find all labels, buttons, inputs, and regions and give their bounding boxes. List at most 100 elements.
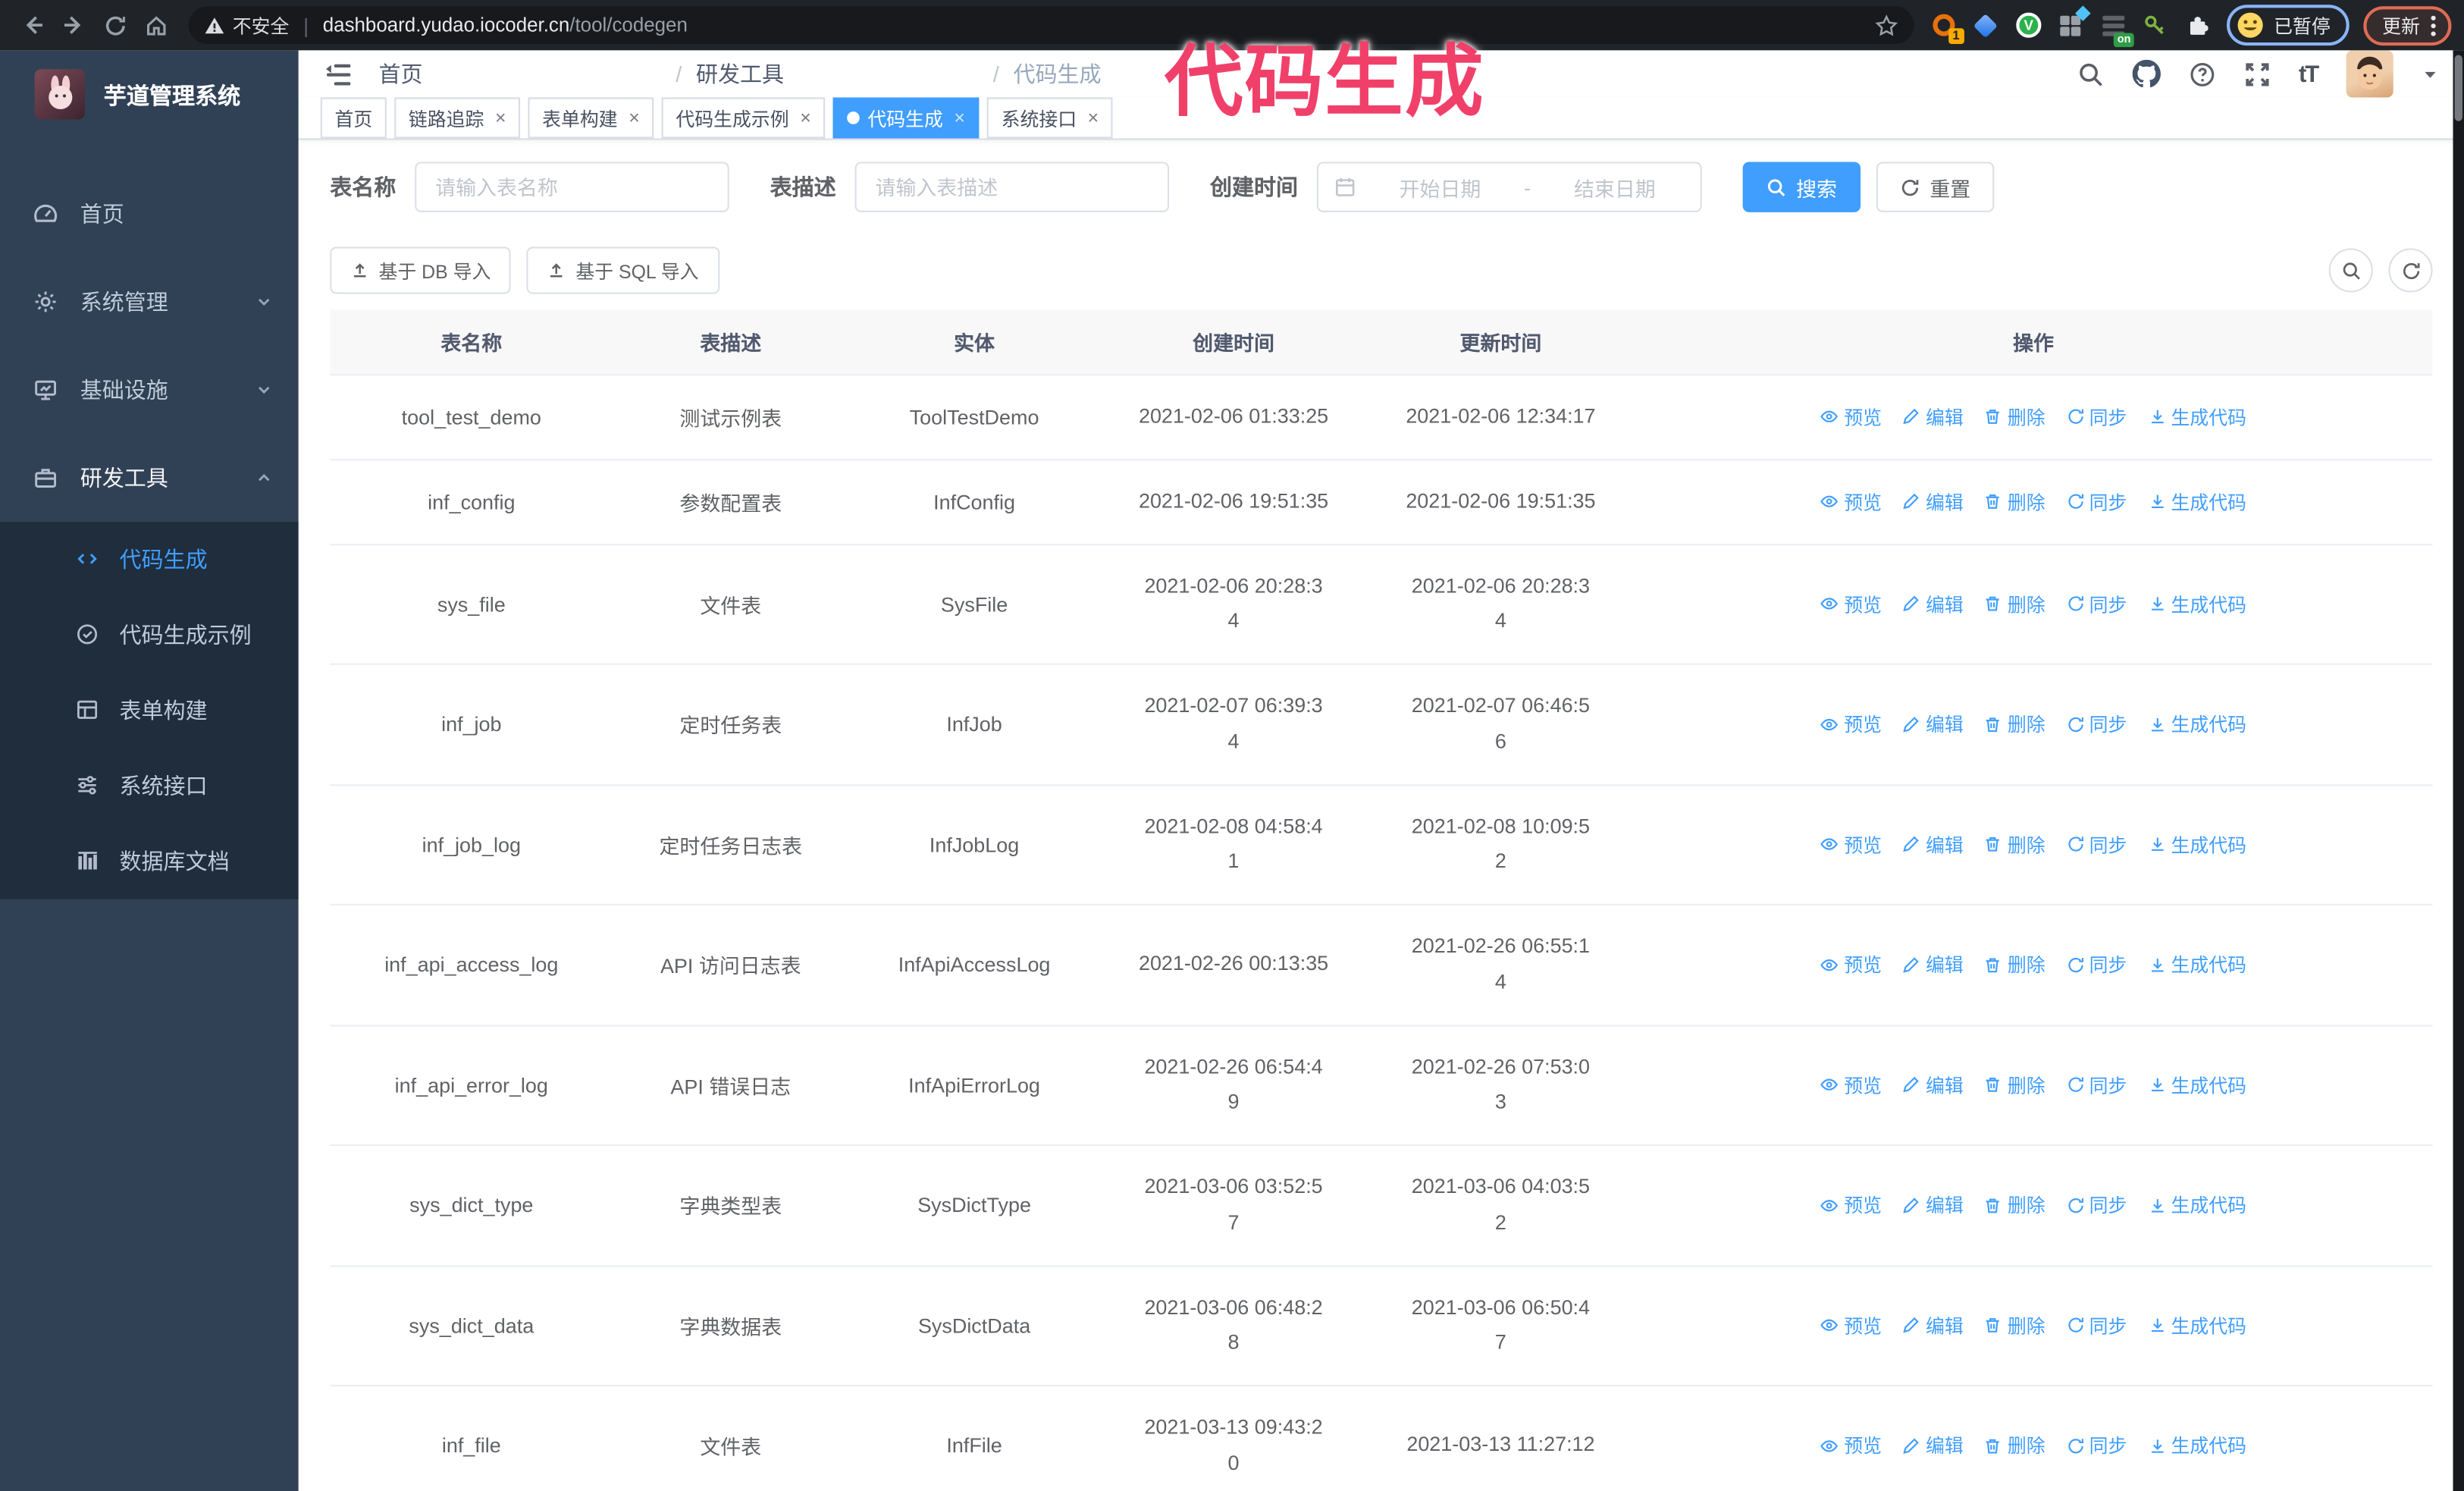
delete-link[interactable]: 删除 [1984,952,2045,978]
edit-link[interactable]: 编辑 [1902,1192,1964,1219]
sync-link[interactable]: 同步 [2066,952,2127,978]
generate-code-link[interactable]: 生成代码 [2147,403,2246,430]
edit-link[interactable]: 编辑 [1902,1433,1964,1459]
paused-profile-chip[interactable]: 已暂停 [2226,5,2350,46]
preview-link[interactable]: 预览 [1820,488,1882,515]
extension-orange-icon[interactable]: 1 [1930,11,1964,45]
preview-link[interactable]: 预览 [1820,591,1882,617]
preview-link[interactable]: 预览 [1820,952,1882,978]
tab-close-icon[interactable]: × [629,106,640,129]
address-bar[interactable]: 不安全 | dashboard.yudao.iocoder.cn/tool/co… [188,6,1914,45]
breadcrumb-home[interactable]: 首页 [378,61,423,86]
search-button[interactable]: 搜索 [1742,162,1861,212]
extension-switch-icon[interactable]: on [2099,11,2134,48]
sync-link[interactable]: 同步 [2066,711,2127,737]
breadcrumb-devtools[interactable]: 研发工具 [695,61,785,86]
generate-code-link[interactable]: 生成代码 [2147,1312,2246,1339]
tab-codegen[interactable]: 代码生成 × [832,97,980,139]
tab-system-api[interactable]: 系统接口 × [986,97,1113,139]
edit-link[interactable]: 编辑 [1902,1072,1964,1098]
sidebar-item-infra[interactable]: 基础设施 [0,346,299,434]
edit-link[interactable]: 编辑 [1902,711,1964,737]
toggle-search-button[interactable] [2328,248,2373,293]
fullscreen-icon[interactable] [2243,61,2270,87]
reload-icon[interactable] [94,5,135,46]
bookmark-star-icon[interactable] [1875,14,1898,37]
sidebar-item-devtools[interactable]: 研发工具 [0,434,299,522]
sync-link[interactable]: 同步 [2066,403,2127,430]
sidebar-item-codegen[interactable]: 代码生成 [0,522,299,597]
tab-close-icon[interactable]: × [954,106,965,129]
sync-link[interactable]: 同步 [2066,831,2127,858]
generate-code-link[interactable]: 生成代码 [2147,1433,2246,1459]
sidebar-item-system[interactable]: 系统管理 [0,258,299,346]
tab-close-icon[interactable]: × [1087,106,1099,129]
avatar-caret-icon[interactable] [2422,65,2439,83]
edit-link[interactable]: 编辑 [1902,952,1964,978]
import-sql-button[interactable]: 基于 SQL 导入 [527,246,719,294]
back-icon[interactable] [13,5,54,46]
tab-home[interactable]: 首页 [320,97,387,139]
import-db-button[interactable]: 基于 DB 导入 [330,246,512,294]
generate-code-link[interactable]: 生成代码 [2147,711,2246,737]
tab-close-icon[interactable]: × [494,106,506,129]
sync-link[interactable]: 同步 [2066,1192,2127,1219]
preview-link[interactable]: 预览 [1820,1312,1882,1339]
extensions-puzzle-icon[interactable] [2184,11,2212,39]
avatar[interactable] [2346,50,2393,98]
generate-code-link[interactable]: 生成代码 [2147,488,2246,515]
sync-link[interactable]: 同步 [2066,591,2127,617]
preview-link[interactable]: 预览 [1820,831,1882,858]
generate-code-link[interactable]: 生成代码 [2147,1072,2246,1098]
tab-tracing[interactable]: 链路追踪 × [394,97,521,139]
extension-grid-icon[interactable] [2057,5,2091,39]
edit-link[interactable]: 编辑 [1902,1312,1964,1339]
sidebar-item-codegen-example[interactable]: 代码生成示例 [0,598,299,673]
scrollbar-thumb[interactable] [2454,55,2462,121]
sidebar-item-form-builder[interactable]: 表单构建 [0,673,299,748]
chrome-menu-icon[interactable] [2431,14,2436,36]
sidebar-item-home[interactable]: 首页 [0,170,299,258]
preview-link[interactable]: 预览 [1820,1192,1882,1219]
extension-green-icon[interactable]: V [2014,11,2042,39]
extension-gem-icon[interactable] [1972,11,2000,39]
font-size-icon[interactable]: tT [2299,60,2319,88]
sync-link[interactable]: 同步 [2066,1433,2127,1459]
delete-link[interactable]: 删除 [1984,1072,2045,1098]
edit-link[interactable]: 编辑 [1902,831,1964,858]
generate-code-link[interactable]: 生成代码 [2147,952,2246,978]
app-logo-row[interactable]: 芋道管理系统 [0,50,299,138]
delete-link[interactable]: 删除 [1984,403,2045,430]
url-host[interactable]: dashboard.yudao.iocoder.cn [322,14,570,36]
generate-code-link[interactable]: 生成代码 [2147,831,2246,858]
preview-link[interactable]: 预览 [1820,1072,1882,1098]
home-icon[interactable] [135,5,176,46]
github-icon[interactable] [2132,59,2161,88]
tab-form-builder[interactable]: 表单构建 × [528,97,654,139]
sidebar-item-db-doc[interactable]: 数据库文档 [0,824,299,899]
date-range-picker[interactable]: 开始日期 - 结束日期 [1316,162,1702,212]
preview-link[interactable]: 预览 [1820,1433,1882,1459]
forward-icon[interactable] [53,5,94,46]
url-path[interactable]: /tool/codegen [569,14,688,36]
scrollbar[interactable] [2453,50,2464,1491]
extension-key-icon[interactable] [2142,11,2170,39]
delete-link[interactable]: 删除 [1984,488,2045,515]
delete-link[interactable]: 删除 [1984,1312,2045,1339]
edit-link[interactable]: 编辑 [1902,488,1964,515]
delete-link[interactable]: 删除 [1984,711,2045,737]
reset-button[interactable]: 重置 [1876,162,1995,212]
table-desc-input[interactable] [854,162,1170,212]
sync-link[interactable]: 同步 [2066,1072,2127,1098]
delete-link[interactable]: 删除 [1984,1433,2045,1459]
sync-link[interactable]: 同步 [2066,488,2127,515]
tab-close-icon[interactable]: × [800,106,811,129]
collapse-sidebar-icon[interactable] [324,61,353,87]
header-search-icon[interactable] [2077,61,2104,87]
refresh-table-button[interactable] [2388,248,2433,293]
site-warning[interactable]: 不安全 [204,12,289,39]
tab-codegen-example[interactable]: 代码生成示例 × [661,97,826,139]
help-icon[interactable] [2189,61,2215,87]
edit-link[interactable]: 编辑 [1902,403,1964,430]
generate-code-link[interactable]: 生成代码 [2147,1192,2246,1219]
